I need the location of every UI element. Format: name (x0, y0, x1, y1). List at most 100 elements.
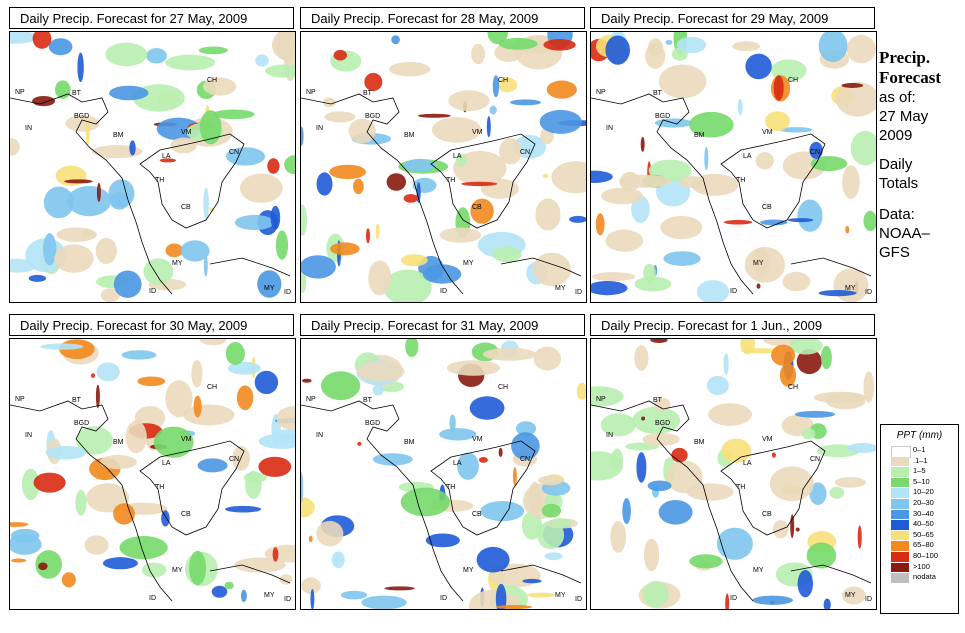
country-label: ID (730, 288, 737, 295)
country-label: ID (284, 289, 291, 296)
country-label: NP (306, 89, 316, 96)
country-label: VM (762, 129, 773, 136)
precip-field (10, 339, 295, 602)
precip-field (591, 339, 876, 609)
country-label: LA (743, 153, 752, 160)
country-label: BM (113, 439, 124, 446)
country-label: NP (15, 89, 25, 96)
country-label: MY (845, 592, 856, 599)
country-label: TH (155, 177, 164, 184)
country-label: TH (736, 484, 745, 491)
country-label: NP (15, 396, 25, 403)
country-label: ID (149, 288, 156, 295)
legend-item: 0–1 (881, 445, 958, 458)
precip-map: NP BT BGD IN BM CH VM LA TH CB MY ID CN MY ID (590, 31, 877, 303)
precip-field (591, 32, 876, 302)
country-label: CN (520, 149, 530, 156)
forecast-panel-3: Daily Precip. Forecast for 29 May, 2009 … (590, 7, 877, 303)
forecast-panel-2: Daily Precip. Forecast for 28 May, 2009 … (300, 7, 587, 303)
legend-label: .1–1 (913, 455, 928, 465)
country-label: TH (446, 484, 455, 491)
country-label: LA (162, 460, 171, 467)
country-label: BM (404, 439, 415, 446)
legend-item: 40–50 (881, 519, 958, 530)
legend-label: 30–40 (913, 508, 934, 518)
country-label: CB (762, 204, 772, 211)
legend-swatch (891, 573, 909, 583)
country-label: MY (463, 567, 474, 574)
country-borders (591, 400, 872, 602)
country-label: VM (181, 129, 192, 136)
legend-item: 50–65 (881, 530, 958, 541)
country-label: MY (264, 285, 275, 292)
country-label: CN (810, 149, 820, 156)
legend-label: 20–30 (913, 497, 934, 507)
country-label: CN (229, 149, 239, 156)
precip-legend: PPT (mm) 0–1.1–1 1–5 5–10 10–20 20–30 30–40 40… (880, 424, 959, 614)
country-label: IN (316, 125, 323, 132)
legend-swatch (891, 551, 909, 562)
country-label: ID (575, 596, 582, 603)
country-borders (591, 93, 872, 295)
country-label: BM (404, 132, 415, 139)
precip-field (301, 339, 586, 609)
side-info: Precip. Forecast as of: 27 May 2009 Dail… (879, 48, 963, 262)
country-label: BGD (655, 420, 670, 427)
country-label: TH (446, 177, 455, 184)
asof-date: 27 May (879, 108, 929, 125)
legend-swatch (891, 562, 909, 573)
country-label: CB (762, 511, 772, 518)
legend-item: .1–1 (881, 456, 958, 467)
country-label: CB (472, 204, 482, 211)
country-borders (10, 400, 291, 602)
country-label: CH (788, 384, 798, 391)
legend-label: 80–100 (913, 550, 939, 560)
legend-label: 40–50 (913, 519, 934, 529)
country-label: MY (555, 592, 566, 599)
country-label: LA (743, 460, 752, 467)
country-borders (301, 93, 582, 295)
country-label: CN (520, 456, 530, 463)
legend-label: nodata (913, 572, 936, 582)
legend-swatch (891, 456, 909, 467)
country-label: CH (498, 384, 508, 391)
country-label: BGD (74, 113, 89, 120)
daily-label: Daily (879, 156, 913, 173)
country-label: BGD (655, 113, 670, 120)
country-label: IN (606, 125, 613, 132)
country-label: BGD (74, 420, 89, 427)
legend-item: nodata (881, 572, 958, 583)
asof-year: 2009 (879, 127, 913, 144)
country-label: MY (463, 260, 474, 267)
country-label: BGD (365, 113, 380, 120)
heading-precip: Precip. (879, 48, 931, 67)
panel-title: Daily Precip. Forecast for 28 May, 2009 (300, 7, 585, 29)
legend-item: 65–80 (881, 540, 958, 551)
legend-swatch (891, 488, 909, 498)
legend-swatch (891, 467, 909, 477)
country-label: MY (753, 260, 764, 267)
panel-title: Daily Precip. Forecast for 29 May, 2009 (590, 7, 875, 29)
country-label: BGD (365, 420, 380, 427)
country-label: ID (440, 595, 447, 602)
country-label: CB (181, 511, 191, 518)
legend-swatch (891, 541, 909, 551)
legend-item: 30–40 (881, 509, 958, 520)
country-label: ID (865, 289, 872, 296)
precip-map: NP BT BGD IN BM CH VM LA TH CB MY ID CN MY ID (300, 31, 587, 303)
country-borders (301, 400, 582, 602)
country-label: VM (762, 436, 773, 443)
legend-label: 1–5 (913, 466, 926, 476)
country-label: CN (810, 456, 820, 463)
panel-title: Daily Precip. Forecast for 31 May, 2009 (300, 314, 585, 336)
country-label: LA (162, 153, 171, 160)
forecast-panel-6: Daily Precip. Forecast for 1 Jun., 2009 … (590, 314, 877, 610)
forecast-panel-5: Daily Precip. Forecast for 31 May, 2009 … (300, 314, 587, 610)
country-label: BT (653, 90, 663, 97)
country-label: NP (596, 396, 606, 403)
country-label: CB (181, 204, 191, 211)
precip-map: NP BT BGD IN BM CH VM LA TH CB MY ID CN MY ID (9, 31, 296, 303)
country-label: MY (555, 285, 566, 292)
legend-label: 0–1 (913, 445, 926, 454)
country-label: CH (207, 384, 217, 391)
